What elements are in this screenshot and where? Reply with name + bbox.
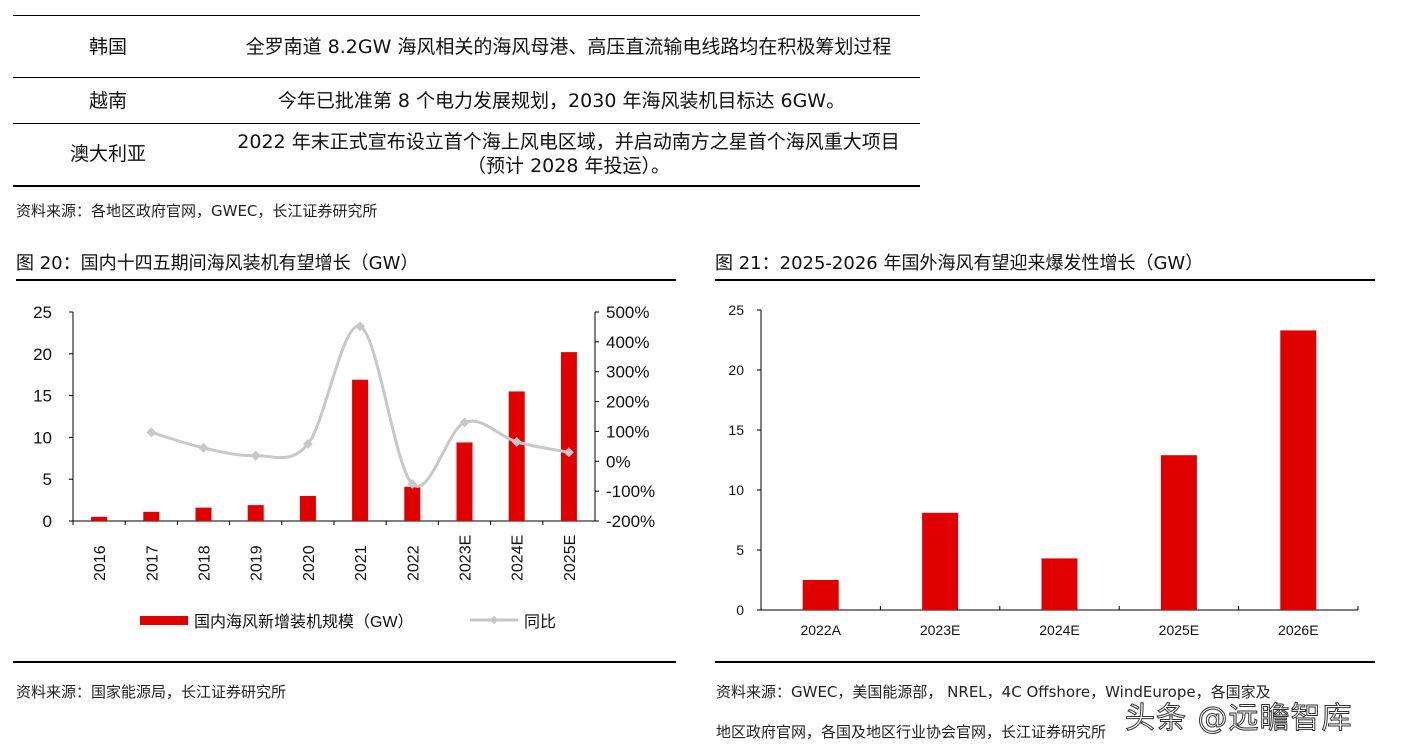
x-tick-label: 2023E	[458, 535, 475, 581]
legend-line-marker	[489, 615, 499, 625]
y-tick-label: 25	[33, 303, 52, 322]
y-tick-label: 25	[728, 302, 744, 318]
figure21-source-line1: 资料来源：GWEC，美国能源部， NREL，4C Offshore，WindEu…	[716, 683, 1271, 701]
y-tick-label: 20	[33, 345, 52, 364]
yoy-point	[198, 442, 209, 453]
bar-2025E	[1160, 455, 1197, 610]
y-tick-label: 15	[33, 387, 52, 406]
legend-bar-label: 国内海风新增装机规模（GW）	[194, 613, 414, 631]
bar-2016	[91, 516, 108, 521]
y-tick-label: 0	[736, 602, 744, 618]
x-tick-label: 2024E	[1039, 622, 1079, 638]
x-tick-label: 2020	[301, 545, 318, 581]
table-row: 越南 今年已批准第 8 个电力发展规划，2030 年海风装机目标达 6GW。	[13, 77, 920, 124]
bar-2023E	[456, 442, 473, 521]
watermark: 头条 @远瞻智库	[1125, 701, 1353, 737]
y2-tick-label: 500%	[606, 303, 649, 322]
yoy-point	[250, 450, 261, 461]
y-tick-label: 20	[728, 362, 744, 378]
y2-tick-label: 200%	[606, 393, 649, 412]
figure20-chart: 0 5 10 15 20 25 -200% -100% 0% 100% 200% 300% 400% 50…	[33, 303, 655, 631]
y2-tick-label: 400%	[606, 333, 649, 352]
divider	[13, 661, 676, 663]
figure20-title: 图 20：国内十四五期间海风装机有望增长（GW）	[16, 249, 676, 281]
y-tick-label: 10	[728, 482, 744, 498]
bar-2019	[247, 505, 264, 521]
y-tick-label: 0	[43, 512, 52, 531]
y-tick-label: 5	[43, 470, 52, 489]
x-tick-label: 2022A	[800, 622, 841, 638]
figure21-chart: 0 5 10 15 20 25 2022A 2023E 2024E 2025E 2026E	[728, 302, 1359, 638]
table-source: 资料来源：各地区政府官网，GWEC，长江证券研究所	[16, 202, 378, 220]
bar-2020	[299, 495, 316, 521]
y2-tick-label: -100%	[606, 482, 655, 501]
bar-2024E	[508, 391, 525, 521]
bar-2023E	[922, 512, 959, 610]
x-tick-label: 2017	[144, 545, 161, 581]
bar-2017	[143, 511, 160, 521]
figure21-title: 图 21：2025-2026 年国外海风有望迎来爆发性增长（GW）	[715, 249, 1375, 281]
legend-line-label: 同比	[524, 613, 556, 631]
y-tick-label: 15	[728, 422, 744, 438]
x-tick-label: 2022	[405, 545, 422, 581]
y-tick-label: 10	[33, 428, 52, 447]
y2-tick-label: 300%	[606, 363, 649, 382]
table-row: 澳大利亚 2022 年末正式宣布设立首个海上风电区域，并启动南方之星首个海风重大项…	[13, 123, 920, 187]
country-table: 韩国 全罗南道 8.2GW 海风相关的海风母港、高压直流输电线路均在积极筹划过程 …	[13, 15, 920, 187]
y-tick-label: 5	[736, 542, 744, 558]
bar-2025E	[560, 352, 577, 521]
bar-2021	[352, 379, 369, 521]
x-tick-label: 2023E	[920, 622, 960, 638]
legend-bar-swatch	[140, 616, 188, 625]
yoy-point	[563, 447, 574, 458]
table-row: 韩国 全罗南道 8.2GW 海风相关的海风母港、高压直流输电线路均在积极筹划过程	[13, 15, 920, 78]
bar-2022	[404, 486, 421, 521]
y2-tick-label: -200%	[606, 512, 655, 531]
bar-2018	[195, 507, 212, 521]
x-tick-label: 2024E	[510, 535, 527, 581]
figure21-source-line2: 地区政府官网，各国及地区行业协会官网，长江证券研究所	[716, 723, 1107, 741]
yoy-point	[511, 436, 522, 447]
x-tick-label: 2019	[249, 545, 266, 581]
figure20-source: 资料来源：国家能源局，长江证券研究所	[16, 683, 287, 701]
yoy-point	[146, 427, 157, 438]
bar-2022A	[802, 580, 839, 610]
x-tick-label: 2016	[92, 545, 109, 581]
divider	[715, 661, 1375, 663]
x-tick-label: 2018	[197, 545, 214, 581]
y2-tick-label: 100%	[606, 422, 649, 441]
x-tick-label: 2026E	[1278, 622, 1318, 638]
x-tick-label: 2025E	[562, 535, 579, 581]
x-tick-label: 2021	[353, 545, 370, 581]
y2-tick-label: 0%	[606, 452, 631, 471]
bar-2026E	[1280, 330, 1317, 610]
bar-2024E	[1041, 558, 1078, 610]
x-tick-label: 2025E	[1159, 622, 1199, 638]
yoy-line	[150, 324, 570, 488]
